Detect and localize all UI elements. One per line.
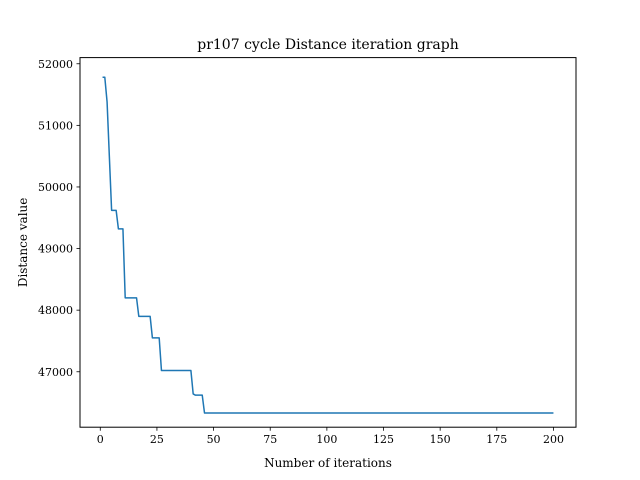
x-tick-label: 125	[373, 433, 394, 446]
y-tick-label: 49000	[38, 243, 73, 256]
x-tick-label: 75	[263, 433, 277, 446]
y-axis-label: Distance value	[16, 198, 30, 288]
x-tick-label: 100	[316, 433, 337, 446]
y-tick-label: 51000	[38, 119, 73, 132]
x-axis-ticks: 0 25 50 75 100 125 150 175 200	[97, 427, 564, 446]
x-tick-label: 0	[97, 433, 104, 446]
x-tick-label: 175	[486, 433, 507, 446]
y-tick-label: 52000	[38, 58, 73, 71]
x-tick-label: 200	[543, 433, 564, 446]
plot-frame	[79, 57, 577, 428]
x-tick-label: 50	[207, 433, 221, 446]
x-tick-label: 150	[430, 433, 451, 446]
chart-title: pr107 cycle Distance iteration graph	[197, 37, 459, 53]
y-tick-label: 48000	[38, 304, 73, 317]
y-axis-ticks: 47000 48000 49000 50000 51000 52000	[38, 58, 80, 379]
series-line-0	[102, 76, 554, 414]
y-tick-label: 50000	[38, 181, 73, 194]
x-tick-label: 25	[150, 433, 164, 446]
x-axis-label: Number of iterations	[264, 456, 392, 470]
y-tick-label: 47000	[38, 366, 73, 379]
series-layer	[102, 76, 554, 414]
